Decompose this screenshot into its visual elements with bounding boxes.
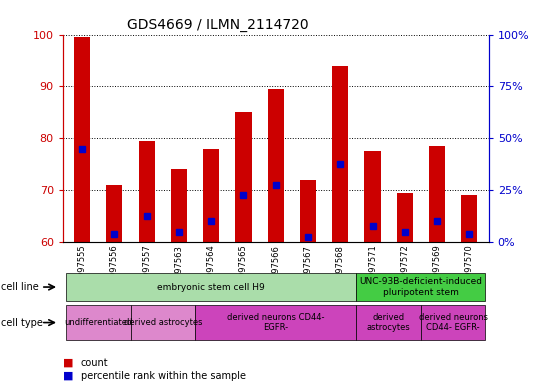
Bar bbox=[203, 149, 219, 242]
Text: undifferentiated: undifferentiated bbox=[64, 318, 133, 327]
Bar bbox=[235, 113, 252, 242]
Bar bbox=[300, 180, 316, 242]
Bar bbox=[74, 37, 90, 242]
Bar bbox=[171, 169, 187, 242]
Bar bbox=[429, 146, 445, 242]
Text: UNC-93B-deficient-induced
pluripotent stem: UNC-93B-deficient-induced pluripotent st… bbox=[359, 277, 483, 297]
Text: ■: ■ bbox=[63, 371, 73, 381]
Text: cell type: cell type bbox=[1, 318, 43, 328]
Bar bbox=[397, 193, 413, 242]
Bar bbox=[106, 185, 122, 242]
Bar bbox=[461, 195, 477, 242]
Text: derived neurons
CD44- EGFR-: derived neurons CD44- EGFR- bbox=[419, 313, 488, 332]
Text: derived astrocytes: derived astrocytes bbox=[123, 318, 202, 327]
Text: derived
astrocytes: derived astrocytes bbox=[367, 313, 411, 332]
Text: embryonic stem cell H9: embryonic stem cell H9 bbox=[157, 283, 265, 291]
Text: derived neurons CD44-
EGFR-: derived neurons CD44- EGFR- bbox=[227, 313, 324, 332]
Text: GDS4669 / ILMN_2114720: GDS4669 / ILMN_2114720 bbox=[127, 18, 308, 32]
Bar bbox=[332, 66, 348, 242]
Bar bbox=[268, 89, 284, 242]
Text: count: count bbox=[81, 358, 109, 368]
Text: cell line: cell line bbox=[1, 282, 39, 292]
Bar bbox=[139, 141, 155, 242]
Bar bbox=[365, 151, 381, 242]
Text: percentile rank within the sample: percentile rank within the sample bbox=[81, 371, 246, 381]
Text: ■: ■ bbox=[63, 358, 73, 368]
